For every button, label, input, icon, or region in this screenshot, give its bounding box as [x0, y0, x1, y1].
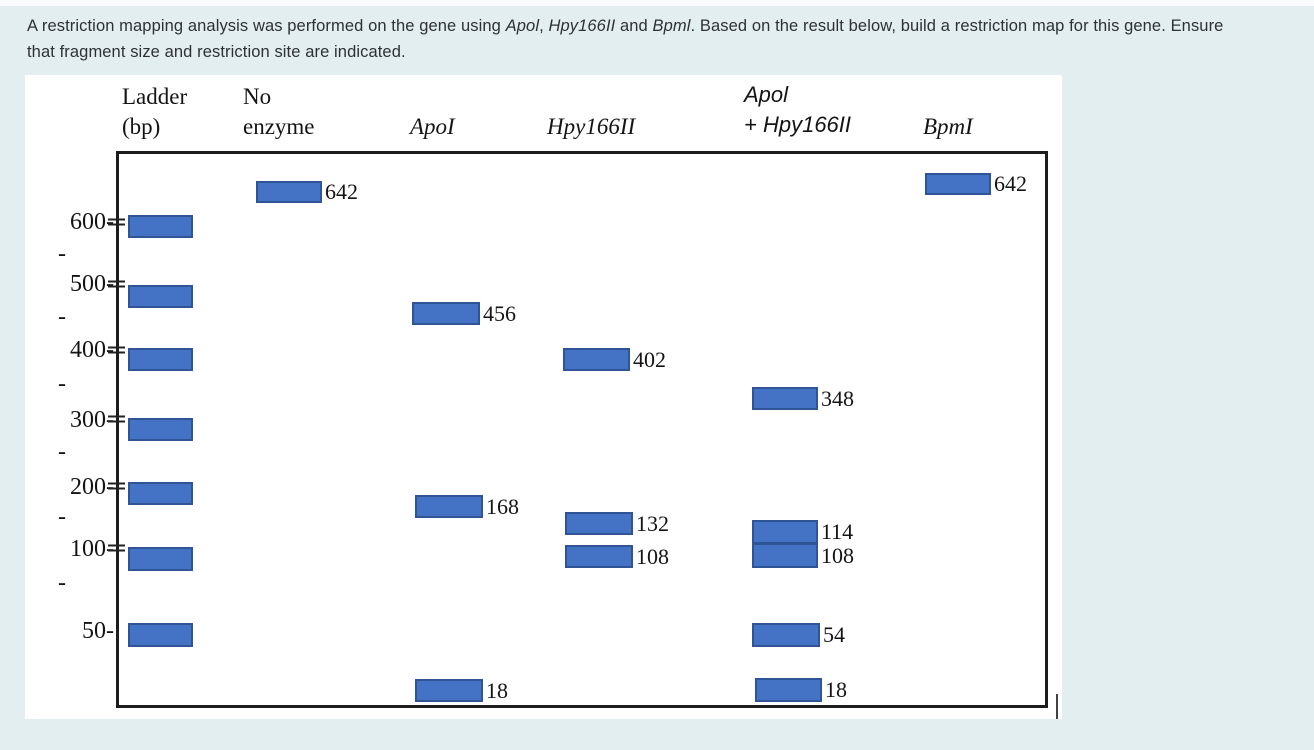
question-segment: . Based on the result below, build a res…: [690, 17, 1224, 35]
question-text: A restriction mapping analysis was perfo…: [27, 13, 1313, 65]
page-top-strip: [0, 0, 1314, 6]
gel-frame: [116, 151, 1048, 708]
question-segment: and: [615, 17, 653, 35]
question-segment: that fragment size and restriction site …: [27, 43, 406, 61]
question-segment: A restriction mapping analysis was perfo…: [27, 17, 506, 35]
enzyme-name-bpml: Bpml: [652, 17, 691, 35]
question-segment: ,: [539, 17, 549, 35]
enzyme-name-hpy166ii: Hpy166II: [548, 17, 616, 35]
enzyme-name-apol: Apol: [505, 17, 540, 35]
